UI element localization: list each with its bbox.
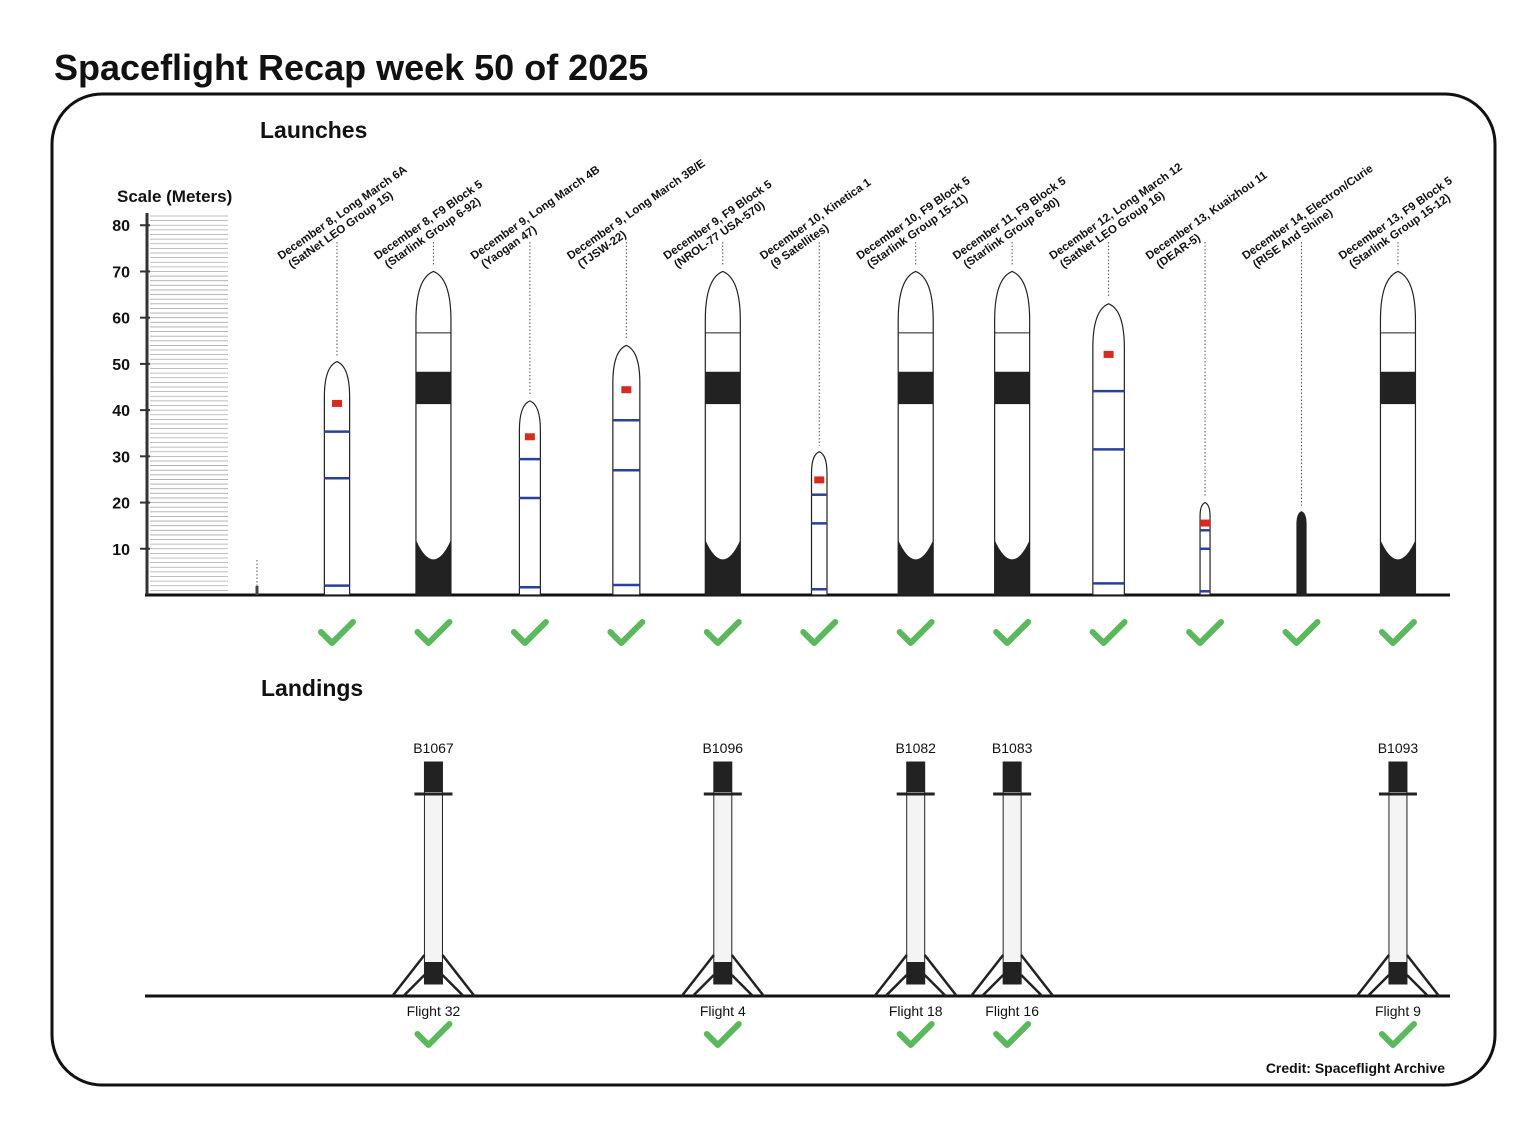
flag [621, 386, 632, 394]
success-check [1378, 619, 1417, 646]
flight-number: Flight 16 [985, 1003, 1039, 1019]
interstage [898, 371, 934, 405]
success-check [993, 619, 1032, 646]
interstage [1380, 371, 1416, 405]
rocket [1092, 303, 1125, 596]
success-check [1378, 1021, 1417, 1048]
page-title: Spaceflight Recap week 50 of 2025 [54, 47, 648, 88]
success-check [896, 1021, 935, 1048]
booster-engines [1003, 962, 1022, 984]
success-check [703, 1021, 742, 1048]
flight-number: Flight 18 [889, 1003, 943, 1019]
rocket-body [897, 270, 934, 596]
success-check [993, 1021, 1032, 1048]
launch-date-vehicle: December 9, F9 Block 5 [662, 178, 775, 262]
booster-interstage [906, 762, 925, 792]
success-check [800, 619, 839, 646]
launch-mission: (Starlink Group 15-12) [1348, 192, 1453, 271]
flag [1200, 519, 1211, 527]
landing-legs [680, 954, 765, 997]
success-check [607, 619, 646, 646]
engine-section [994, 539, 1030, 595]
rocket-body [1379, 270, 1417, 596]
booster-engines [713, 962, 732, 984]
launches-title: Launches [260, 117, 367, 143]
rocket [415, 270, 452, 596]
rocket-body [704, 270, 741, 596]
flag [332, 399, 342, 407]
success-check [1089, 619, 1128, 646]
success-check [703, 619, 742, 646]
flight-number: Flight 4 [700, 1003, 746, 1019]
flag [524, 433, 535, 441]
rocket [704, 270, 741, 596]
booster-interstage [1388, 762, 1407, 792]
rocket [1199, 501, 1211, 596]
y-axis-label: Scale (Meters) [117, 187, 232, 206]
success-check [510, 619, 549, 646]
flag [814, 476, 825, 484]
success-check [896, 619, 935, 646]
booster-interstage [1003, 762, 1022, 792]
booster-interstage [424, 762, 443, 792]
credit: Credit: Spaceflight Archive [1266, 1060, 1445, 1076]
success-check [414, 1021, 453, 1048]
booster-id: B1067 [413, 740, 454, 756]
launch-date-vehicle: December 13, F9 Block 5 [1337, 175, 1455, 263]
y-tick-label: 30 [112, 449, 130, 466]
rocket [1379, 270, 1417, 596]
launch-label: December 13, F9 Block 5(Starlink Group 1… [1337, 175, 1463, 274]
rocket [612, 344, 641, 596]
booster-interstage [713, 762, 732, 792]
flag [1103, 350, 1114, 358]
rocket-body [994, 270, 1031, 596]
flight-number: Flight 9 [1375, 1003, 1421, 1019]
landing-legs [1355, 954, 1440, 997]
landing-legs [970, 954, 1055, 997]
human-figure [255, 586, 259, 595]
interstage [415, 371, 451, 405]
engine-section [415, 539, 451, 595]
booster-engines [1388, 962, 1407, 984]
landing-legs [391, 954, 476, 997]
y-tick-label: 70 [112, 264, 130, 281]
engine-section [705, 539, 741, 595]
y-tick-label: 50 [112, 357, 130, 374]
frame [50, 92, 1497, 1087]
y-tick-label: 10 [112, 542, 130, 559]
rocket-body [415, 270, 452, 596]
engine-section [898, 539, 934, 595]
rocket [518, 400, 541, 596]
flight-number: Flight 32 [407, 1003, 461, 1019]
rocket [323, 360, 351, 596]
booster-id: B1093 [1378, 740, 1419, 756]
success-check [318, 619, 356, 646]
engine-section [1380, 539, 1416, 595]
y-tick-label: 20 [112, 496, 130, 513]
booster-id: B1083 [992, 740, 1033, 756]
rocket-body [1296, 511, 1307, 596]
landings-title: Landings [261, 675, 363, 701]
success-check [1186, 619, 1225, 646]
y-tick-label: 60 [112, 311, 130, 328]
y-tick-label: 40 [112, 403, 130, 420]
interstage [994, 371, 1030, 405]
success-check [414, 619, 453, 646]
launch-date-vehicle: December 10, Kinetica 1 [758, 176, 874, 262]
booster-id: B1082 [895, 740, 936, 756]
success-check [1282, 619, 1321, 646]
y-tick-label: 80 [112, 218, 130, 235]
rocket [897, 270, 934, 596]
booster-id: B1096 [703, 740, 744, 756]
landing-legs [873, 954, 958, 997]
rocket [1296, 511, 1307, 596]
booster-engines [424, 962, 443, 984]
rocket [994, 270, 1031, 596]
interstage [705, 371, 741, 405]
booster-engines [906, 962, 925, 984]
rocket [810, 451, 828, 596]
